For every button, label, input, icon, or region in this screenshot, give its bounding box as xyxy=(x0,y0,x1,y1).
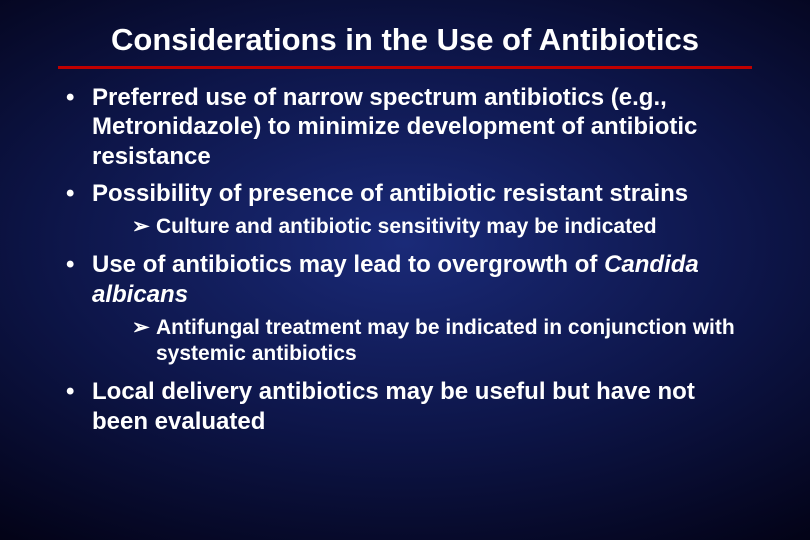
slide-title: Considerations in the Use of Antibiotics xyxy=(111,22,699,58)
bullet-item: Possibility of presence of antibiotic re… xyxy=(60,179,750,241)
sub-list: Antifungal treatment may be indicated in… xyxy=(92,315,750,368)
bullet-text: Preferred use of narrow spectrum antibio… xyxy=(92,84,697,170)
bullet-item: Preferred use of narrow spectrum antibio… xyxy=(60,83,750,171)
slide: Considerations in the Use of Antibiotics… xyxy=(0,0,810,540)
sub-item: Antifungal treatment may be indicated in… xyxy=(132,315,750,368)
bullet-text: Use of antibiotics may lead to overgrowt… xyxy=(92,251,604,278)
title-wrap: Considerations in the Use of Antibiotics xyxy=(0,0,810,58)
bullet-text: Local delivery antibiotics may be useful… xyxy=(92,378,695,434)
sub-list: Culture and antibiotic sensitivity may b… xyxy=(92,214,750,240)
bullet-item: Use of antibiotics may lead to overgrowt… xyxy=(60,250,750,367)
bullet-text: Possibility of presence of antibiotic re… xyxy=(92,180,688,207)
slide-content: Preferred use of narrow spectrum antibio… xyxy=(0,69,810,436)
sub-item: Culture and antibiotic sensitivity may b… xyxy=(132,214,750,240)
bullet-list: Preferred use of narrow spectrum antibio… xyxy=(60,83,750,436)
sub-text: Culture and antibiotic sensitivity may b… xyxy=(156,215,657,238)
bullet-item: Local delivery antibiotics may be useful… xyxy=(60,377,750,436)
sub-text: Antifungal treatment may be indicated in… xyxy=(156,316,735,365)
